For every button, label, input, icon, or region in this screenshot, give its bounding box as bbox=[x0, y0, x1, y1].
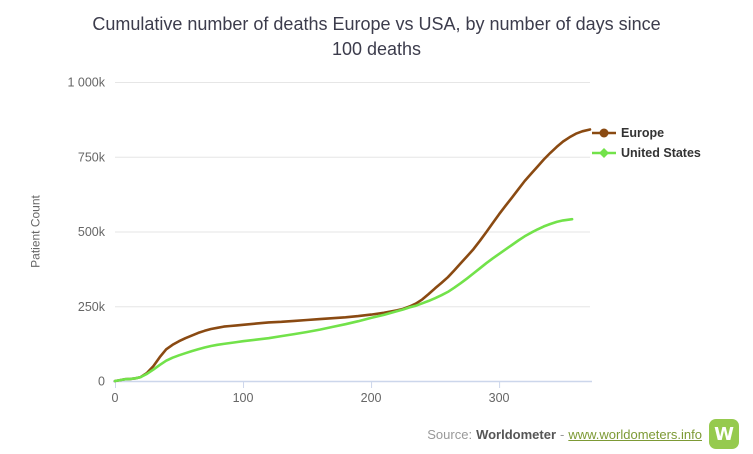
chart-title-line-2: 100 deaths bbox=[331, 39, 422, 59]
chart-title: Cumulative number of deaths Europe vs US… bbox=[67, 12, 687, 62]
x-axis-tick-label: 100 bbox=[233, 391, 254, 405]
source-footer: Source: Worldometer - www.worldometers.i… bbox=[427, 417, 739, 451]
source-separator: - bbox=[560, 426, 565, 442]
y-axis-tick-label: 0 bbox=[98, 375, 105, 389]
legend-item-europe[interactable]: Europe bbox=[592, 123, 701, 143]
y-axis-tick-label: 250k bbox=[78, 300, 106, 314]
diamond-marker-icon bbox=[592, 148, 616, 158]
legend-item-label: United States bbox=[621, 146, 701, 160]
series-line-united-states bbox=[113, 217, 574, 383]
legend-item-label: Europe bbox=[621, 126, 665, 140]
x-axis-tick-label: 200 bbox=[361, 391, 382, 405]
legend-item-united-states[interactable]: United States bbox=[592, 143, 701, 163]
series-line-europe bbox=[113, 128, 592, 383]
x-axis-tick-label: 0 bbox=[112, 391, 119, 405]
circle-marker-icon bbox=[592, 128, 616, 138]
source-link[interactable]: www.worldometers.info bbox=[568, 426, 702, 442]
worldometers-logo-icon[interactable]: W bbox=[709, 419, 739, 449]
source-prefix-label: Source: bbox=[427, 426, 473, 442]
source-name-label: Worldometer bbox=[476, 426, 556, 442]
y-axis-tick-label: 500k bbox=[78, 225, 106, 239]
y-axis-tick-label: 750k bbox=[78, 150, 106, 164]
x-axis-tick-label: 300 bbox=[489, 391, 510, 405]
chart-title-line-1: Cumulative number of deaths Europe vs US… bbox=[92, 14, 661, 34]
chart-legend: Europe United States bbox=[592, 123, 701, 163]
y-axis-tick-label: 1 000k bbox=[67, 76, 105, 90]
